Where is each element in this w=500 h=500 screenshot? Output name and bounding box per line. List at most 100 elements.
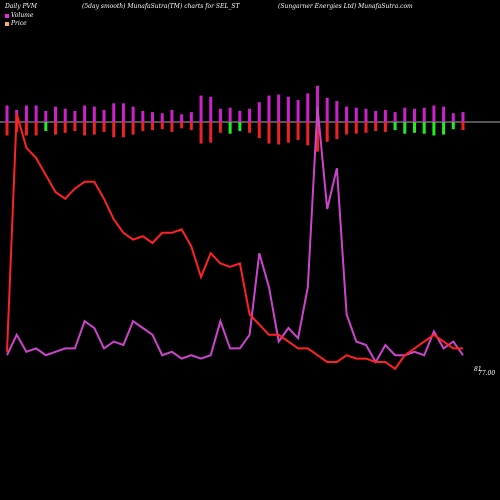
volume-bar-up bbox=[325, 97, 329, 122]
volume-bar-down bbox=[296, 122, 300, 140]
volume-bar-down bbox=[267, 122, 271, 144]
volume-bar-down bbox=[73, 122, 77, 131]
volume-bar-down bbox=[257, 122, 261, 139]
volume-bar-down bbox=[141, 122, 145, 131]
volume-bar-down bbox=[83, 122, 87, 136]
volume-bar-down bbox=[403, 122, 407, 134]
legend-price-label: Price bbox=[11, 20, 27, 27]
volume-bar-up bbox=[296, 100, 300, 122]
volume-bar-up bbox=[383, 109, 387, 122]
volume-bar-up bbox=[112, 103, 116, 122]
volume-bar-up bbox=[102, 109, 106, 122]
volume-bar-down bbox=[24, 122, 28, 136]
volume-bar-up bbox=[160, 113, 164, 122]
volume-bar-up bbox=[73, 111, 77, 122]
legend-price-swatch bbox=[5, 21, 9, 26]
volume-bar-up bbox=[141, 111, 145, 122]
volume-bar-up bbox=[315, 85, 319, 122]
volume-bar-down bbox=[286, 122, 290, 143]
volume-bar-up bbox=[218, 108, 222, 122]
volume-bar-down bbox=[160, 122, 164, 130]
company-label: (Sungarner Energies Ltd) MunafaSutra.com bbox=[278, 3, 413, 10]
volume-bar-up bbox=[5, 105, 9, 122]
volume-bar-down bbox=[5, 122, 9, 136]
volume-bar-down bbox=[238, 122, 242, 131]
volume-bar-up bbox=[92, 106, 96, 122]
volume-bar-up bbox=[267, 95, 271, 122]
volume-bar-down bbox=[306, 122, 310, 146]
volume-end-label: 81 bbox=[474, 366, 482, 373]
chart-type-label: Daily PVM bbox=[5, 3, 38, 10]
volume-bar-up bbox=[374, 111, 378, 122]
price-line bbox=[6, 113, 463, 371]
volume-bar-up bbox=[461, 112, 465, 122]
volume-bar-down bbox=[44, 122, 48, 131]
legend-volume-swatch bbox=[5, 13, 9, 18]
volume-bar-up bbox=[209, 96, 213, 122]
volume-bar-up bbox=[34, 105, 38, 122]
volume-bar-down bbox=[151, 122, 155, 131]
volume-bar-down bbox=[180, 122, 184, 129]
volume-bar-up bbox=[451, 113, 455, 122]
volume-bar-up bbox=[412, 108, 416, 122]
volume-bar-up bbox=[54, 106, 58, 122]
volume-bar-up bbox=[393, 112, 397, 122]
volume-bar-up bbox=[121, 103, 125, 122]
volume-bar-down bbox=[63, 122, 67, 133]
volume-bar-down bbox=[432, 122, 436, 136]
volume-bar-up bbox=[151, 112, 155, 122]
volume-bar-up bbox=[44, 111, 48, 122]
volume-bar-up bbox=[180, 114, 184, 122]
volume-bar-up bbox=[199, 95, 203, 122]
volume-bar-up bbox=[403, 107, 407, 122]
legend-volume: Volume bbox=[5, 12, 33, 19]
volume-bar-up bbox=[24, 105, 28, 122]
volume-bar-up bbox=[442, 106, 446, 122]
volume-bar-down bbox=[209, 122, 213, 143]
volume-bar-down bbox=[112, 122, 116, 138]
volume-bar-down bbox=[383, 122, 387, 132]
volume-bar-up bbox=[286, 96, 290, 122]
volume-bar-down bbox=[315, 122, 319, 152]
volume-bar-down bbox=[170, 122, 174, 132]
legend-volume-label: Volume bbox=[11, 12, 34, 19]
legend-price: Price bbox=[5, 20, 27, 27]
volume-bar-up bbox=[306, 93, 310, 122]
volume-bar-down bbox=[412, 122, 416, 133]
volume-bar-down bbox=[102, 122, 106, 132]
volume-bar-up bbox=[257, 102, 261, 122]
volume-bar-down bbox=[228, 122, 232, 134]
volume-bar-up bbox=[248, 108, 252, 122]
chart-title: (5day smooth) MunafaSutra(TM) charts for… bbox=[82, 3, 240, 10]
volume-bar-up bbox=[354, 107, 358, 122]
volume-bar-up bbox=[432, 105, 436, 122]
volume-bar-down bbox=[199, 122, 203, 144]
volume-bar-up bbox=[83, 105, 87, 122]
volume-bar-down bbox=[121, 122, 125, 138]
volume-bar-down bbox=[189, 122, 193, 131]
volume-bar-down bbox=[131, 122, 135, 135]
volume-bar-down bbox=[277, 122, 281, 145]
price-end-label: 77.00 bbox=[478, 370, 496, 377]
volume-bar-down bbox=[92, 122, 96, 135]
volume-bar-down bbox=[218, 122, 222, 133]
volume-bar-up bbox=[238, 111, 242, 122]
volume-bar-up bbox=[277, 94, 281, 122]
volume-bar-down bbox=[325, 122, 329, 142]
volume-bar-down bbox=[345, 122, 349, 135]
volume-bar-up bbox=[335, 101, 339, 122]
volume-bar-down bbox=[54, 122, 58, 135]
volume-bar-up bbox=[189, 112, 193, 122]
volume-bar-down bbox=[248, 122, 252, 133]
volume-bar-down bbox=[335, 122, 339, 140]
volume-bar-down bbox=[34, 122, 38, 136]
volume-bar-up bbox=[63, 108, 67, 122]
volume-bar-up bbox=[131, 106, 135, 122]
volume-bar-up bbox=[228, 107, 232, 122]
volume-bar-up bbox=[422, 107, 426, 122]
volume-bar-down bbox=[364, 122, 368, 133]
volume-bar-down bbox=[422, 122, 426, 134]
volume-bar-down bbox=[374, 122, 378, 131]
volume-bar-up bbox=[345, 106, 349, 122]
